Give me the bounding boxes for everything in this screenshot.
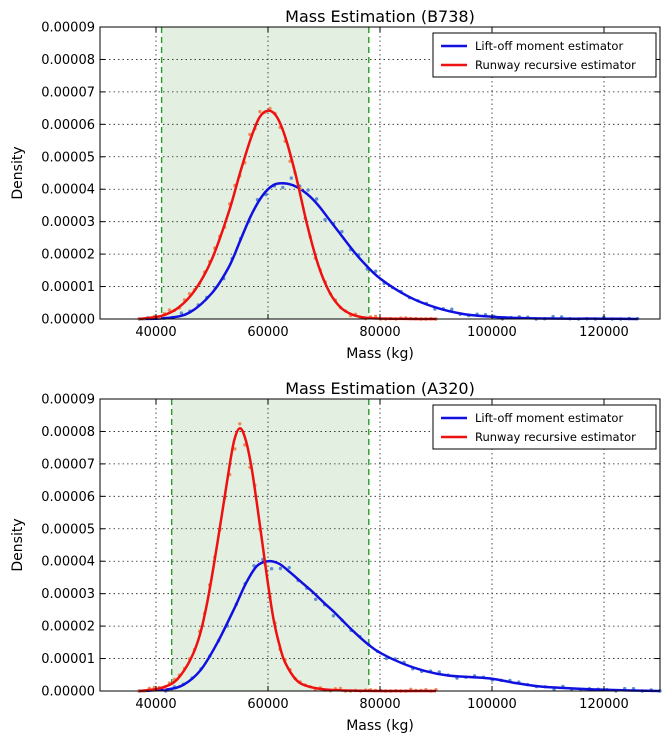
scatter-point [374,269,378,273]
y-tick-label: 0.00003 [41,215,95,230]
y-tick-label: 0.00008 [41,425,95,440]
y-tick-label: 0.00001 [41,280,95,295]
scatter-point [289,176,293,180]
scatter-point [331,614,336,618]
x-tick-label: 120000 [579,697,629,712]
y-tick-label: 0.00006 [41,118,95,133]
scatter-point [314,197,319,201]
x-tick-label: 60000 [247,697,288,712]
y-tick-label: 0.00004 [41,555,95,570]
scatter-point [167,308,172,312]
y-tick-label: 0.00007 [41,85,95,100]
series-line-liftoff [139,559,661,693]
scatter-point [268,106,272,111]
legend [432,404,657,450]
y-tick-label: 0.00000 [41,313,95,328]
scatter-point [269,567,274,571]
shaded-region [171,399,369,691]
series-line-runway [139,109,436,321]
chart-title: Mass Estimation (B738) [285,7,475,26]
y-axis-label: Density [10,146,26,199]
scatter-point [450,307,454,311]
chart-b738: 40000 60000 80000 100000 120000 0.00000 0.0000… [10,7,661,362]
scatter-point [287,565,291,570]
scatter-point [238,422,242,426]
scatter-point [258,109,262,114]
y-tick-label: 0.00002 [41,620,95,635]
y-tick-label: 0.00007 [41,457,95,472]
scatter-point [306,188,310,192]
y-tick-label: 0.00000 [41,685,95,700]
y-tick-label: 0.00002 [41,248,95,263]
y-tick-label: 0.00009 [41,21,95,36]
legend-label: Lift-off moment estimator [475,39,623,53]
y-tick-label: 0.00004 [41,183,95,198]
x-tick-label: 40000 [135,325,176,340]
chart-a320: 40000 60000 80000 100000 120000 0.00000 0.0000… [10,379,662,734]
legend [432,32,657,78]
y-axis-label: Density [10,518,26,571]
y-tick-label: 0.00005 [41,150,95,165]
x-tick-label: 40000 [135,697,176,712]
legend-label: Runway recursive estimator [475,58,636,72]
x-tick-label: 120000 [579,325,629,340]
legend-label: Lift-off moment estimator [475,411,623,425]
x-tick-label: 100000 [467,697,517,712]
x-tick-label: 80000 [359,325,400,340]
scatter-point [281,185,285,190]
scatter-point [314,597,318,601]
chart-title: Mass Estimation (A320) [285,379,475,398]
series-line-liftoff [139,181,638,321]
y-tick-label: 0.00001 [41,652,95,667]
scatter-point [340,229,344,234]
scatter-point [323,218,327,222]
y-tick-label: 0.00006 [41,490,95,505]
y-tick-label: 0.00009 [41,393,95,408]
series-line-runway [139,426,436,693]
x-tick-label: 60000 [247,325,288,340]
y-tick-label: 0.00003 [41,587,95,602]
x-tick-label: 100000 [467,325,517,340]
scatter-point [278,566,283,571]
scatter-point [179,311,184,315]
x-axis-label: Mass (kg) [346,346,414,362]
y-tick-label: 0.00005 [41,522,95,537]
scatter-point [233,447,237,451]
x-axis-label: Mass (kg) [346,718,414,734]
shaded-region [161,27,369,319]
legend-label: Runway recursive estimator [475,430,636,444]
y-tick-label: 0.00008 [41,53,95,68]
x-tick-label: 80000 [359,697,400,712]
